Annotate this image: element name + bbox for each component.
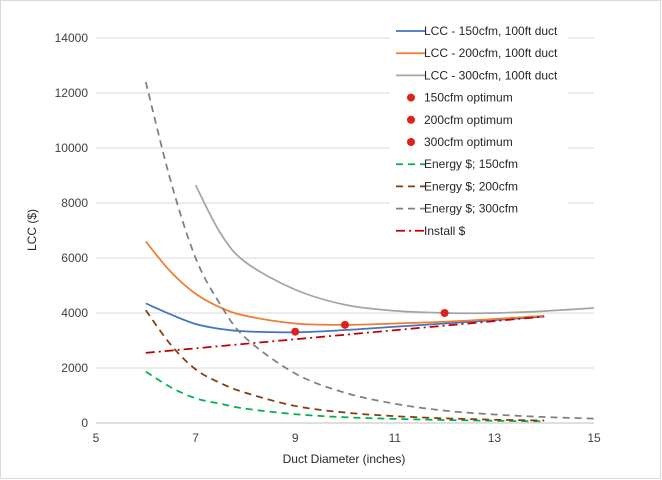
legend-label: LCC - 150cfm, 100ft duct — [424, 24, 558, 38]
legend-label: Energy $; 150cfm — [424, 157, 518, 171]
series-line-1 — [145, 240, 545, 326]
legend-marker — [407, 115, 415, 124]
legend-marker — [407, 138, 415, 146]
x-tick-label: 13 — [488, 431, 502, 445]
x-tick-label: 11 — [389, 431, 402, 445]
y-tick-label: 6000 — [61, 251, 88, 265]
x-axis-title: Duct Diameter (inches) — [283, 452, 406, 466]
legend-label: LCC - 300cfm, 100ft duct — [424, 68, 558, 82]
series-line-7 — [145, 309, 545, 422]
y-tick-label: 12000 — [55, 86, 89, 100]
y-tick-label: 2000 — [61, 361, 88, 375]
legend-label: Energy $; 200cfm — [424, 179, 518, 193]
y-tick-label: 4000 — [61, 306, 88, 320]
y-axis-title: LCC ($) — [25, 209, 39, 251]
legend-label: LCC - 200cfm, 100ft duct — [424, 46, 558, 60]
y-tick-label: 14000 — [55, 31, 89, 45]
y-tick-labels: 0 2000 4000 6000 8000 10000 12000 14000 — [55, 31, 89, 430]
legend-label: Install $ — [424, 224, 466, 238]
x-tick-label: 5 — [93, 431, 100, 445]
x-tick-label: 9 — [292, 431, 299, 445]
series-line-8 — [144, 81, 595, 420]
legend: LCC - 150cfm, 100ft duct LCC - 200cfm, 10… — [390, 20, 568, 242]
legend-label: 200cfm optimum — [424, 113, 513, 127]
optimum-point-4 — [341, 320, 349, 329]
legend-label: Energy $; 300cfm — [424, 202, 518, 216]
x-tick-label: 15 — [587, 431, 601, 445]
optimum-point-3 — [291, 327, 300, 336]
series-line-2 — [194, 184, 595, 315]
plot-series — [144, 81, 595, 423]
y-tick-label: 8000 — [61, 196, 88, 210]
legend-label: 150cfm optimum — [424, 91, 513, 105]
legend-label: 300cfm optimum — [424, 135, 513, 149]
y-tick-label: 10000 — [55, 141, 89, 155]
series-line-6 — [145, 370, 545, 423]
y-tick-label: 0 — [81, 416, 88, 430]
x-tick-labels: 5 7 9 11 13 15 — [93, 431, 601, 445]
x-tick-label: 7 — [192, 431, 199, 445]
legend-marker — [407, 93, 415, 102]
optimum-point-5 — [440, 309, 449, 317]
legend-background — [390, 20, 568, 242]
